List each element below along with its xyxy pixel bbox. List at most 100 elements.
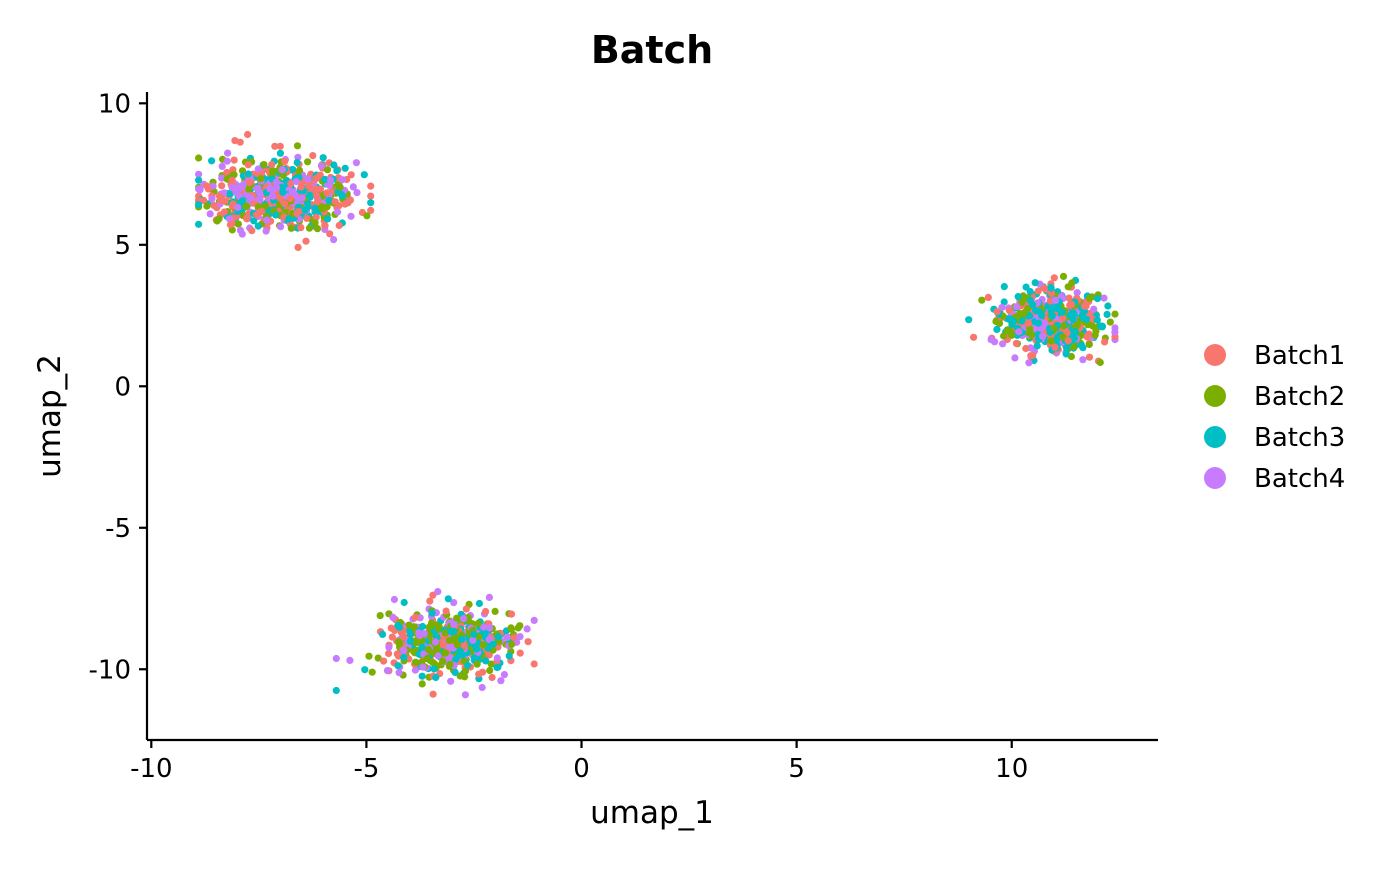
point-batch2 bbox=[412, 658, 420, 666]
point-batch2 bbox=[454, 641, 462, 649]
point-batch2 bbox=[423, 655, 431, 663]
point-batch4 bbox=[1039, 332, 1047, 340]
point-batch3 bbox=[418, 642, 426, 651]
point-batch2 bbox=[486, 666, 494, 675]
legend-label-batch4: Batch4 bbox=[1254, 464, 1345, 494]
point-batch1 bbox=[218, 182, 226, 190]
point-batch3 bbox=[428, 609, 436, 617]
point-batch3 bbox=[430, 665, 438, 673]
point-batch3 bbox=[1053, 333, 1062, 341]
point-batch4 bbox=[999, 340, 1007, 348]
point-batch1 bbox=[524, 638, 532, 646]
point-batch4 bbox=[485, 593, 493, 602]
point-batch1 bbox=[271, 142, 279, 150]
point-batch3 bbox=[1048, 312, 1056, 320]
point-batch1 bbox=[1068, 300, 1076, 308]
point-batch2 bbox=[293, 142, 302, 150]
point-batch3 bbox=[1104, 302, 1112, 310]
point-batch3 bbox=[1029, 301, 1037, 309]
point-batch1 bbox=[510, 633, 518, 642]
point-batch1 bbox=[231, 137, 239, 145]
point-batch2 bbox=[1026, 328, 1034, 336]
point-batch2 bbox=[1059, 322, 1067, 330]
point-batch1 bbox=[243, 215, 251, 223]
point-batch1 bbox=[462, 605, 470, 613]
point-batch3 bbox=[1070, 334, 1078, 342]
point-batch1 bbox=[367, 182, 375, 190]
point-batch4 bbox=[272, 178, 280, 186]
point-batch2 bbox=[365, 652, 373, 660]
point-batch3 bbox=[276, 149, 284, 157]
point-batch4 bbox=[234, 203, 242, 212]
point-batch3 bbox=[226, 190, 234, 198]
point-batch2 bbox=[215, 215, 223, 223]
point-batch3 bbox=[293, 158, 301, 167]
point-batch3 bbox=[195, 220, 203, 228]
point-batch1 bbox=[204, 185, 212, 193]
point-batch2 bbox=[1018, 298, 1026, 306]
point-batch3 bbox=[1038, 312, 1046, 320]
point-batch4 bbox=[225, 215, 233, 223]
point-batch1 bbox=[321, 221, 329, 230]
point-batch2 bbox=[442, 649, 450, 657]
legend-label-batch1: Batch1 bbox=[1254, 341, 1345, 371]
point-batch4 bbox=[332, 654, 340, 663]
point-batch3 bbox=[361, 666, 369, 674]
legend-label-batch2: Batch2 bbox=[1254, 382, 1345, 412]
point-batch1 bbox=[309, 152, 317, 160]
point-batch1 bbox=[367, 192, 375, 200]
point-batch2 bbox=[439, 657, 447, 665]
point-batch3 bbox=[311, 204, 319, 212]
point-batch1 bbox=[993, 308, 1001, 316]
point-batch2 bbox=[1085, 340, 1093, 349]
point-batch3 bbox=[306, 191, 314, 199]
point-batch4 bbox=[1015, 328, 1023, 336]
point-batch1 bbox=[439, 641, 447, 649]
point-batch3 bbox=[406, 637, 414, 646]
point-batch3 bbox=[244, 170, 252, 178]
point-batch4 bbox=[349, 183, 357, 191]
point-batch4 bbox=[416, 632, 424, 640]
point-batch3 bbox=[1093, 316, 1101, 324]
point-batch2 bbox=[323, 166, 332, 174]
point-batch2 bbox=[336, 183, 344, 191]
point-batch4 bbox=[1090, 305, 1098, 313]
point-batch1 bbox=[316, 171, 324, 179]
point-batch2 bbox=[195, 154, 203, 162]
point-batch1 bbox=[530, 660, 538, 668]
point-batch4 bbox=[224, 149, 232, 157]
point-batch3 bbox=[1077, 341, 1085, 349]
point-batch2 bbox=[418, 680, 426, 688]
point-batch4 bbox=[195, 170, 203, 178]
point-batch4 bbox=[330, 236, 338, 244]
point-batch3 bbox=[1103, 310, 1111, 318]
point-batch4 bbox=[218, 174, 226, 182]
point-batch3 bbox=[482, 657, 490, 665]
point-batch2 bbox=[395, 638, 403, 646]
point-batch4 bbox=[1011, 354, 1019, 362]
point-batch3 bbox=[333, 167, 341, 175]
point-batch4 bbox=[390, 595, 398, 604]
point-batch3 bbox=[418, 672, 426, 680]
point-batch2 bbox=[405, 621, 413, 629]
point-batch1 bbox=[426, 597, 434, 605]
point-batch2 bbox=[287, 224, 295, 232]
point-batch4 bbox=[434, 652, 442, 660]
point-batch3 bbox=[1032, 306, 1040, 315]
point-batch1 bbox=[268, 160, 276, 169]
point-batch3 bbox=[1008, 321, 1016, 329]
point-batch1 bbox=[312, 213, 320, 221]
point-batch4 bbox=[262, 227, 270, 235]
point-batch3 bbox=[379, 630, 387, 639]
point-batch1 bbox=[210, 201, 218, 210]
point-batch3 bbox=[1058, 308, 1066, 316]
point-batch3 bbox=[1047, 283, 1055, 292]
point-batch1 bbox=[1040, 284, 1048, 292]
legend-key-batch4 bbox=[1204, 467, 1226, 489]
point-batch4 bbox=[347, 212, 355, 220]
point-batch2 bbox=[313, 225, 322, 233]
point-batch2 bbox=[992, 317, 1000, 325]
point-batch1 bbox=[1085, 353, 1094, 361]
point-batch3 bbox=[464, 661, 472, 669]
